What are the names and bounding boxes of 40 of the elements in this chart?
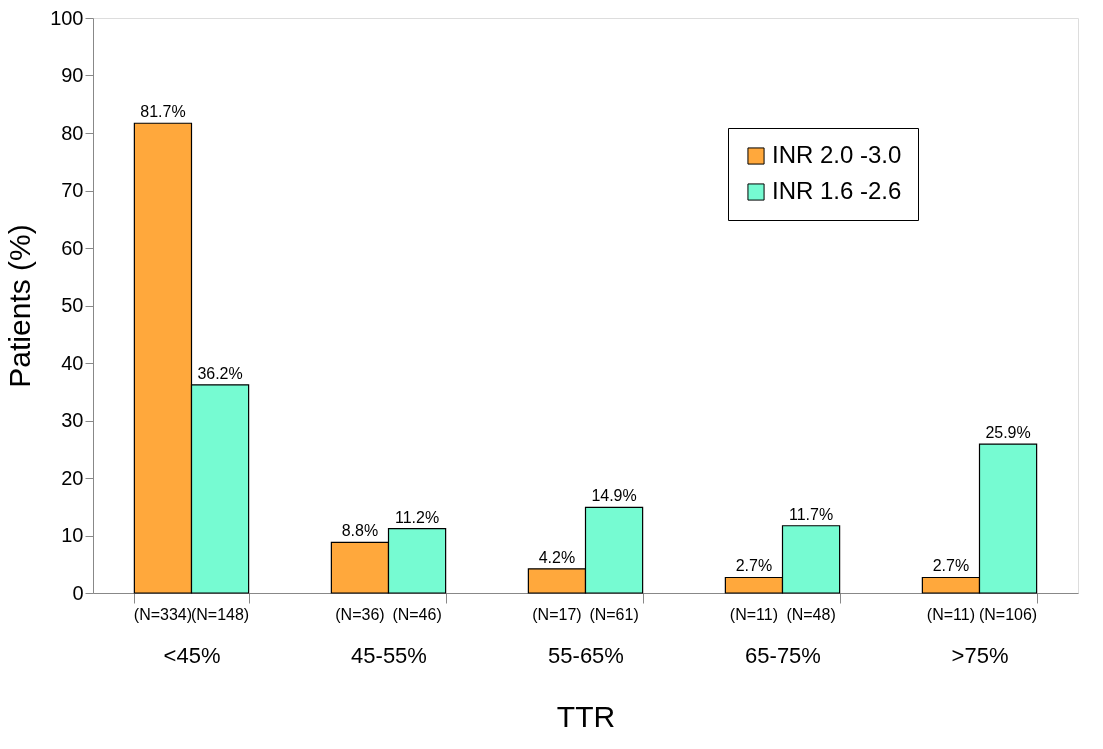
data-label: 14.9%: [591, 487, 637, 505]
data-label: 81.7%: [140, 103, 186, 121]
y-tick-label: 0: [72, 581, 84, 604]
data-label: 4.2%: [538, 548, 576, 566]
text: (N=106): [978, 606, 1038, 623]
y-tick-label: 40: [61, 351, 84, 374]
text: (N=48): [786, 606, 836, 623]
y-tick-label: 20: [61, 466, 84, 489]
x-tick-label: 65-75%: [745, 642, 821, 668]
text: (N=36): [335, 606, 385, 623]
x-tick-label: >75%: [951, 642, 1009, 668]
y-tick-label: 80: [61, 121, 84, 144]
text: (N=148): [190, 606, 250, 623]
data-label: 2.7%: [932, 557, 970, 575]
data-label: 25.9%: [985, 424, 1031, 442]
y-tick-label: 30: [61, 409, 84, 431]
data-label: 8.8%: [341, 522, 379, 540]
y-tick-label: 60: [61, 236, 84, 259]
data-label: 36.2%: [197, 364, 243, 382]
legend-label: INR 1.6 -2.6: [772, 177, 902, 204]
x-tick-label: <45%: [163, 642, 221, 668]
x-tick-label: 55-65%: [548, 642, 624, 668]
y-tick-label: 70: [61, 179, 84, 201]
text: (N=11): [926, 606, 976, 623]
y-tick-label: 10: [61, 524, 84, 546]
y-tick-label: 50: [61, 294, 84, 316]
x-axis-title: TTR: [556, 699, 616, 733]
text: (N=46): [392, 606, 442, 623]
text: (N=61): [589, 606, 639, 623]
y-tick-label: 90: [61, 64, 84, 86]
text: (N=11): [729, 606, 779, 623]
y-axis-title: Patients (%): [3, 224, 37, 388]
data-label: 2.7%: [735, 557, 773, 575]
data-label: 11.2%: [394, 508, 440, 526]
data-label: 11.7%: [788, 505, 834, 523]
text: (N=17): [532, 606, 582, 623]
legend-label: INR 2.0 -3.0: [772, 141, 902, 168]
y-tick-label: 100: [50, 6, 84, 29]
text: (N=334): [133, 606, 193, 623]
x-tick-label: 45-55%: [351, 642, 427, 668]
